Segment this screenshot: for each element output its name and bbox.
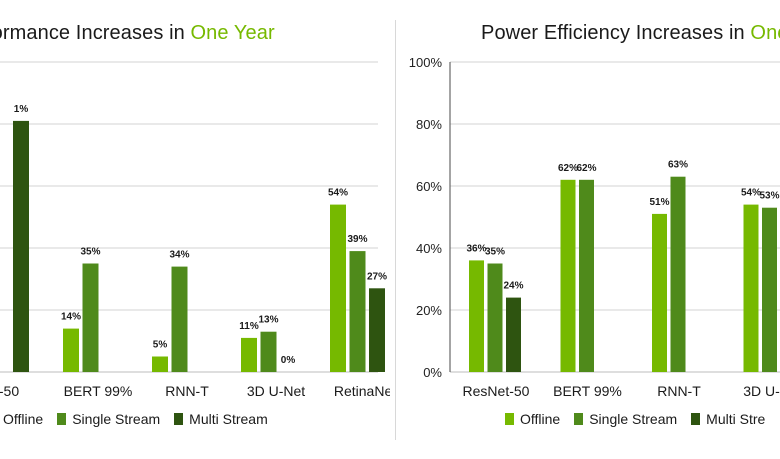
- chart-title-accent: One Year: [190, 22, 275, 44]
- data-label: 62%: [576, 163, 596, 174]
- bar: [369, 288, 385, 372]
- data-labels: 36%35% 24% 62%62% 51% 63% 54%53%: [466, 160, 779, 292]
- legend-label-offline: Offline: [520, 411, 561, 427]
- legend-swatch-multi-stream: [691, 413, 701, 425]
- data-label: 39%: [347, 234, 367, 245]
- y-tick-label: 60%: [416, 179, 442, 194]
- panel-divider: [395, 20, 396, 440]
- legend-swatch-multi-stream: [174, 413, 184, 425]
- y-tick-labels: 0% 20% 40% 60% 80% 100%: [409, 55, 443, 380]
- category-labels: -50 BERT 99% RNN-T 3D U-Net RetinaNet: [0, 383, 390, 399]
- legend-item-offline: Offline: [0, 411, 43, 427]
- legend-item-single-stream: Single Stream: [574, 411, 677, 427]
- category-label: RetinaNet: [334, 383, 390, 399]
- data-label: 13%: [258, 315, 278, 326]
- bar: [560, 179, 576, 372]
- bar: [152, 356, 168, 372]
- category-label: RNN-T: [657, 383, 701, 399]
- bar: [330, 204, 346, 372]
- legend-swatch-offline: [505, 413, 514, 425]
- chart-legend: Offline Single Stream Multi Stream: [0, 411, 268, 427]
- chart-title: Power Efficiency Increases in One: [481, 22, 780, 45]
- data-label: 54%: [741, 188, 761, 199]
- bar: [670, 176, 686, 372]
- legend-label-single-stream: Single Stream: [72, 411, 161, 427]
- data-label: 1%: [14, 104, 29, 115]
- legend-label-multi-stream: Multi Stream: [189, 411, 268, 427]
- bars: [13, 120, 385, 373]
- chart-title: erformance Increases in One Year: [0, 22, 275, 45]
- chart-title-text: Power Efficiency Increases in: [481, 22, 751, 44]
- data-label: 35%: [80, 247, 100, 258]
- legend-item-single-stream: Single Stream: [57, 411, 160, 427]
- bar: [579, 179, 594, 372]
- bar: [82, 263, 99, 372]
- bars: [469, 176, 777, 372]
- bar: [349, 251, 366, 372]
- category-labels: ResNet-50 BERT 99% RNN-T 3D U-Ne: [463, 383, 780, 399]
- legend-item-offline: Offline: [505, 411, 560, 427]
- y-tick-label: 80%: [416, 117, 442, 132]
- bar: [63, 328, 79, 372]
- data-label: 62%: [558, 163, 578, 174]
- data-label: 24%: [503, 281, 523, 292]
- bar: [652, 213, 667, 372]
- bar: [241, 337, 257, 372]
- data-label: 53%: [759, 191, 779, 202]
- category-label: BERT 99%: [553, 383, 622, 399]
- bar: [487, 263, 503, 372]
- legend-item-multi-stream: Multi Stream: [174, 411, 268, 427]
- legend-item-multi-stream: Multi Stre: [691, 411, 765, 427]
- legend-swatch-single-stream: [574, 413, 584, 425]
- data-label: 34%: [169, 250, 189, 261]
- legend-label-offline: Offline: [3, 411, 44, 427]
- legend-label-multi-stream: Multi Stre: [706, 411, 766, 427]
- category-label: BERT 99%: [64, 383, 133, 399]
- performance-chart-panel: erformance Increases in One Year 1% 14% 35…: [0, 22, 390, 427]
- bar: [13, 120, 29, 373]
- chart-title-text: erformance Increases in: [0, 22, 185, 44]
- bar: [743, 204, 759, 372]
- category-label: -50: [0, 383, 19, 399]
- y-tick-label: 100%: [409, 55, 443, 70]
- y-tick-label: 20%: [416, 303, 442, 318]
- y-tick-label: 0%: [423, 365, 442, 380]
- performance-chart: 1% 14% 35% 5% 34% 11%13% 0% 54% 39% 27% -50 BERT 99…: [0, 61, 390, 399]
- data-label: 63%: [668, 160, 688, 171]
- chart-title-accent: One: [750, 22, 780, 44]
- category-label: RNN-T: [165, 383, 209, 399]
- bar: [171, 266, 188, 372]
- power-efficiency-chart-panel: Power Efficiency Increases in One 0% 20% 4…: [398, 0, 780, 459]
- bar: [469, 260, 484, 372]
- power-efficiency-chart: 0% 20% 40% 60% 80% 100% 36%35% 24% 62%62% 51% 63% 5…: [409, 55, 780, 399]
- data-label: 54%: [328, 188, 348, 199]
- data-label: 0%: [281, 355, 296, 366]
- bar: [506, 297, 521, 372]
- legend-label-single-stream: Single Stream: [589, 411, 678, 427]
- data-label: 36%: [466, 243, 486, 254]
- data-label: 27%: [367, 271, 387, 282]
- bar: [762, 207, 777, 372]
- data-label: 35%: [485, 247, 505, 258]
- chart-legend: Offline Single Stream Multi Stre: [505, 411, 765, 427]
- data-label: 14%: [61, 312, 81, 323]
- gridlines: [0, 61, 378, 373]
- y-tick-label: 40%: [416, 241, 442, 256]
- data-labels: 1% 14% 35% 5% 34% 11%13% 0% 54% 39% 27%: [14, 104, 387, 366]
- bar: [260, 331, 277, 372]
- category-label: 3D U-Ne: [743, 383, 780, 399]
- category-label: ResNet-50: [463, 383, 530, 399]
- data-label: 51%: [649, 197, 669, 208]
- category-label: 3D U-Net: [247, 383, 305, 399]
- data-label: 11%: [239, 321, 259, 332]
- data-label: 5%: [153, 340, 168, 351]
- legend-swatch-single-stream: [57, 413, 67, 425]
